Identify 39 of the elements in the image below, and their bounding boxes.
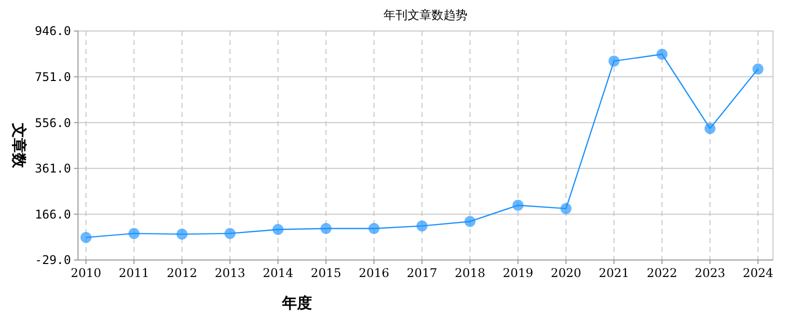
point: [512, 200, 524, 211]
point: [608, 56, 620, 67]
chart-title: 年刊文章数趋势: [384, 8, 468, 22]
point: [752, 64, 764, 75]
point: [464, 216, 476, 227]
x-tick-label: 2018: [454, 266, 486, 280]
x-tick-label: 2021: [598, 266, 630, 280]
y-axis-title: 文章数: [10, 122, 28, 169]
y-tick-label: 556.0: [34, 116, 71, 130]
x-tick-label: 2011: [118, 266, 150, 280]
x-tick-label: 2013: [214, 266, 246, 280]
y-tick-label: 166.0: [34, 207, 71, 222]
point: [704, 122, 716, 134]
y-tick-label: -29.0: [34, 253, 71, 268]
point: [416, 220, 428, 232]
x-tick-label: 2022: [646, 266, 678, 280]
y-tick-label: 361.0: [34, 162, 71, 176]
y-tick-label: 946.0: [34, 24, 71, 38]
x-axis-title: 年度: [281, 294, 312, 312]
point: [560, 203, 572, 214]
x-tick-label: 2016: [358, 266, 390, 280]
point: [128, 228, 140, 239]
x-tick-label: 2023: [694, 266, 726, 280]
point: [320, 223, 332, 234]
x-tick-label: 2014: [262, 266, 294, 280]
point: [656, 48, 668, 60]
x-tick-label: 2019: [502, 266, 534, 280]
x-tick-label: 2024: [742, 266, 774, 280]
point: [176, 228, 188, 240]
x-tick-label: 2015: [310, 266, 342, 280]
x-tick-label: 2012: [166, 266, 198, 280]
x-tick-label: 2020: [550, 266, 582, 280]
point: [224, 228, 236, 239]
point: [368, 223, 380, 234]
point: [272, 224, 284, 235]
point: [80, 232, 92, 243]
x-tick-label: 2017: [406, 266, 438, 280]
y-tick-label: 751.0: [34, 70, 71, 84]
x-tick-label: 2010: [70, 266, 102, 280]
